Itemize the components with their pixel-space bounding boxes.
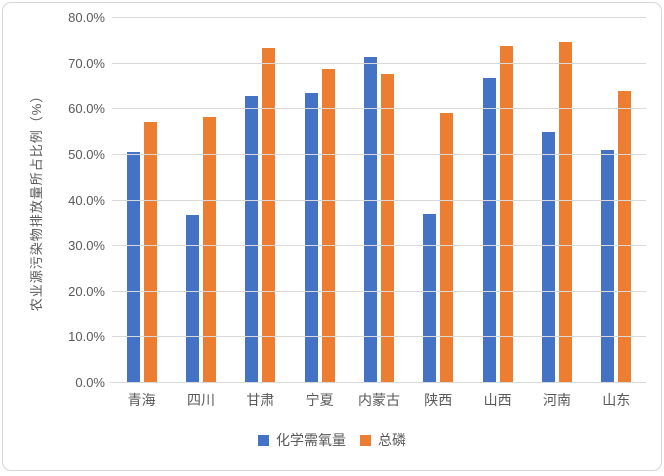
- y-tick-label: 20.0%: [68, 283, 105, 299]
- bar-series-0: [541, 131, 555, 383]
- legend: 化学需氧量 总磷: [0, 430, 664, 450]
- bar-group-宁夏: [290, 18, 349, 383]
- gridline: [112, 17, 646, 18]
- x-axis-label: 山西: [483, 392, 512, 408]
- y-tick-label: 40.0%: [68, 192, 105, 208]
- y-tick-label: 80.0%: [68, 10, 105, 25]
- bar-series-0: [304, 93, 318, 383]
- bar-series-1: [202, 117, 216, 383]
- bar-series-1: [440, 112, 454, 383]
- bar-series-1: [143, 122, 157, 383]
- bar-series-1: [618, 90, 632, 383]
- bar-group-甘肃: [231, 18, 290, 383]
- bar-group-河南: [527, 18, 586, 383]
- bar-series-1: [262, 47, 276, 383]
- legend-item-0: 化学需氧量: [258, 430, 346, 450]
- bar-series-1: [499, 46, 513, 383]
- legend-item-1: 总磷: [360, 430, 406, 450]
- bar-series-1: [380, 74, 394, 383]
- y-axis-tick-labels: 0.0% 10.0% 20.0% 30.0% 40.0% 50.0% 60.0% 70.0% 8…: [0, 10, 105, 390]
- gridline: [112, 290, 646, 292]
- x-axis-label: 陕西: [424, 392, 453, 408]
- gridline: [112, 62, 646, 64]
- bars-row: [112, 18, 646, 383]
- bar-series-0: [245, 95, 259, 383]
- y-tick-label: 0.0%: [75, 375, 105, 390]
- bar-series-0: [423, 214, 437, 383]
- x-axis-labels: 青海 四川 甘肃 宁夏 内蒙古 陕西 山西 河南 山东: [112, 390, 646, 410]
- gridline: [112, 153, 646, 155]
- gridline: [112, 199, 646, 201]
- bar-series-0: [185, 215, 199, 383]
- bar-group-内蒙古: [349, 18, 408, 383]
- bar-group-山东: [587, 18, 646, 383]
- gridline: [112, 336, 646, 338]
- x-axis-label: 四川: [186, 392, 215, 408]
- bar-group-山西: [468, 18, 527, 383]
- gridline: [112, 108, 646, 110]
- bar-group-四川: [171, 18, 230, 383]
- legend-swatch-icon: [360, 434, 371, 446]
- bar-series-0: [601, 149, 615, 383]
- x-axis-label: 甘肃: [246, 392, 275, 408]
- x-axis-label: 宁夏: [305, 392, 334, 408]
- bar-series-1: [558, 41, 572, 383]
- legend-swatch-icon: [258, 434, 269, 446]
- bar-series-0: [126, 151, 140, 383]
- plot-area: [110, 17, 646, 383]
- x-axis-label: 青海: [127, 392, 156, 408]
- x-axis-line: [110, 382, 646, 383]
- x-axis-label: 河南: [542, 392, 571, 408]
- gridline: [112, 245, 646, 247]
- bar-series-0: [363, 57, 377, 383]
- y-tick-label: 10.0%: [68, 329, 105, 345]
- x-axis-label: 山东: [602, 392, 631, 408]
- x-axis-label: 内蒙古: [357, 392, 400, 408]
- bar-group-青海: [112, 18, 171, 383]
- legend-label: 化学需氧量: [276, 432, 346, 448]
- y-tick-label: 70.0%: [68, 55, 105, 71]
- y-tick-label: 30.0%: [68, 238, 105, 254]
- legend-label: 总磷: [378, 432, 406, 448]
- y-tick-label: 50.0%: [68, 146, 105, 162]
- bar-group-陕西: [409, 18, 468, 383]
- y-tick-label: 60.0%: [68, 101, 105, 117]
- bar-series-1: [321, 69, 335, 383]
